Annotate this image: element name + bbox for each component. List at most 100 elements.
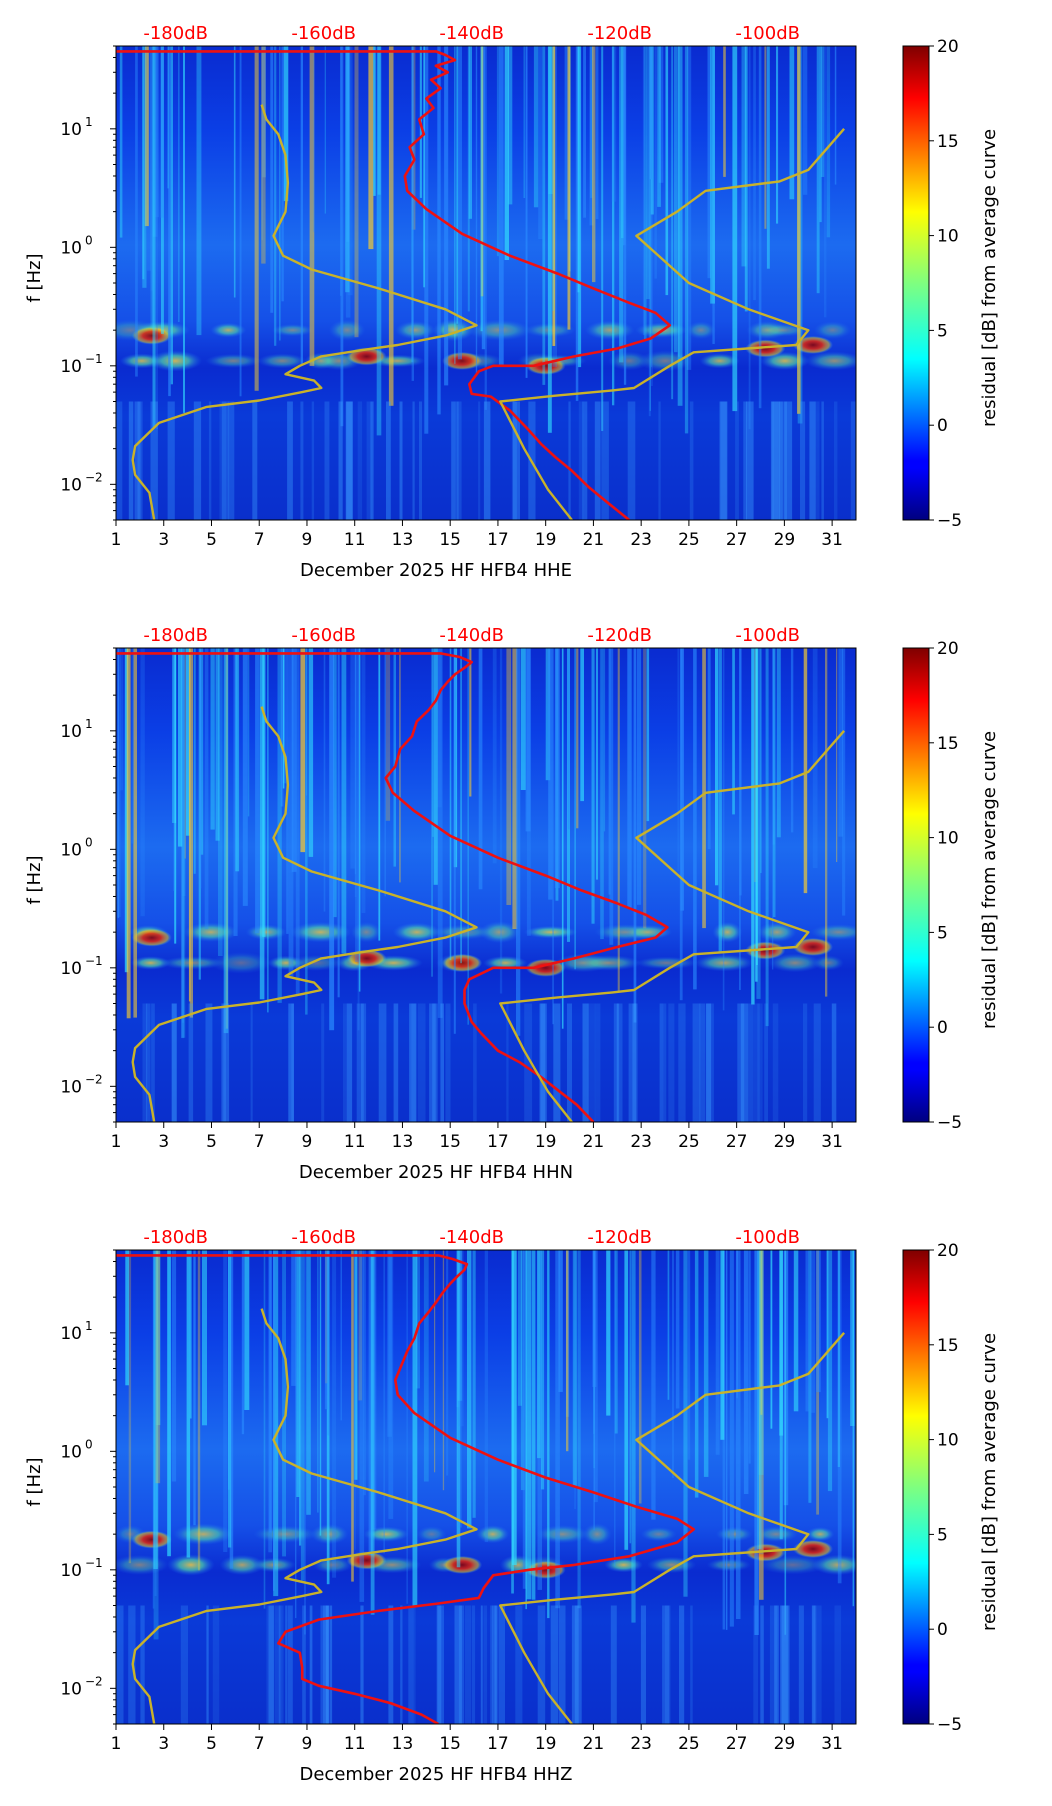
- heat-streak: [456, 1250, 461, 1568]
- heat-fringe: [511, 401, 517, 520]
- heat-streak: [820, 46, 825, 177]
- colorbar-label: residual [dB] from average curve: [979, 1333, 1000, 1631]
- heat-streak: [423, 1250, 429, 1482]
- heat-fringe: [719, 401, 728, 520]
- heat-fringe: [134, 401, 143, 520]
- heat-streak: [313, 46, 315, 233]
- heat-streak: [702, 648, 706, 929]
- heat-streak: [718, 648, 722, 954]
- heat-streak: [517, 1250, 522, 1406]
- heat-streak: [675, 1250, 680, 1409]
- heat-fringe: [803, 1003, 808, 1122]
- x-tick-label: 7: [254, 530, 265, 550]
- heat-streak: [267, 648, 269, 1013]
- heat-streak: [715, 1250, 720, 1455]
- heat-streak: [633, 648, 637, 1023]
- heat-streak: [564, 46, 570, 220]
- heat-fringe: [324, 401, 330, 520]
- heat-streak: [126, 648, 131, 1019]
- heat-streak: [247, 648, 250, 817]
- heat-fringe: [417, 1003, 426, 1122]
- heat-hotspot: [131, 928, 172, 947]
- heat-fringe: [632, 1003, 638, 1122]
- heat-streak: [842, 648, 846, 916]
- y-tick-label: 10: [60, 238, 82, 258]
- x-tick-label: 13: [392, 530, 414, 550]
- heat-fringe: [834, 401, 838, 520]
- heat-blob: [806, 1527, 835, 1542]
- heat-hotspot: [442, 953, 483, 972]
- heat-streak: [779, 1250, 783, 1540]
- x-tick-label: 19: [535, 1734, 557, 1754]
- x-tick-label: 15: [439, 1132, 461, 1152]
- y-tick-exponent: −2: [85, 470, 103, 484]
- heat-fringe: [613, 1003, 619, 1122]
- heat-streak: [299, 1250, 302, 1546]
- heat-streak: [196, 46, 202, 336]
- x-tick-label: 27: [726, 1734, 748, 1754]
- heat-streak: [739, 648, 741, 990]
- heat-streak: [537, 1250, 542, 1590]
- heat-streak: [826, 46, 831, 238]
- heat-streak: [523, 46, 526, 198]
- colorbar-tick-label: 20: [937, 639, 959, 659]
- heat-fringe: [366, 401, 372, 520]
- heat-streak: [153, 1250, 159, 1640]
- top-db-label: -140dB: [439, 625, 504, 646]
- heat-streak: [460, 648, 462, 964]
- heat-streak: [119, 648, 124, 791]
- x-tick-label: 21: [583, 530, 605, 550]
- heat-fringe: [737, 1003, 745, 1122]
- top-db-label: -180dB: [143, 625, 208, 646]
- heat-hotspot: [131, 1530, 172, 1549]
- colorbar-tick-label: 15: [937, 132, 959, 152]
- x-tick-label: 11: [344, 1132, 366, 1152]
- heat-streak: [128, 1250, 132, 1564]
- heat-streak: [614, 1250, 618, 1434]
- heat-streak: [484, 46, 487, 410]
- heat-fringe: [142, 1003, 148, 1122]
- heat-streak: [210, 648, 215, 830]
- colorbar-tick-label: −5: [937, 1715, 962, 1735]
- heat-fringe: [167, 401, 175, 520]
- heat-streak: [337, 648, 340, 998]
- heat-streak: [623, 46, 627, 385]
- heat-streak: [754, 1250, 759, 1635]
- heat-streak: [538, 46, 543, 240]
- heat-fringe: [252, 401, 258, 520]
- heat-streak: [687, 1250, 691, 1460]
- heat-fringe: [360, 1605, 364, 1724]
- heat-streak: [199, 648, 202, 889]
- colorbar-tick-label: 0: [937, 1018, 948, 1038]
- heat-streak: [512, 1250, 517, 1565]
- heat-streak: [552, 46, 556, 346]
- heat-fringe: [627, 401, 636, 520]
- heat-streak: [306, 1250, 311, 1515]
- heat-streak: [504, 46, 509, 260]
- heat-streak: [484, 1250, 488, 1543]
- heat-streak: [657, 46, 661, 207]
- x-tick-label: 17: [487, 1734, 509, 1754]
- x-tick-label: 13: [392, 1734, 414, 1754]
- heat-fringe: [287, 1605, 293, 1724]
- heat-fringe: [610, 1605, 617, 1724]
- colorbar: [902, 45, 930, 521]
- heat-streak: [295, 1250, 297, 1619]
- heat-streak: [323, 648, 326, 912]
- heat-streak: [577, 1250, 581, 1609]
- heat-streak: [548, 648, 553, 900]
- heat-streak: [144, 46, 149, 227]
- x-tick-label: 11: [344, 1734, 366, 1754]
- x-tick-label: 9: [302, 1734, 313, 1754]
- heat-fringe: [219, 401, 227, 520]
- heat-streak: [333, 648, 337, 918]
- heat-fringe: [116, 401, 123, 520]
- colorbar-tick-label: 0: [937, 416, 948, 436]
- heat-streak: [244, 1250, 250, 1410]
- heat-streak: [674, 46, 678, 353]
- heat-fringe: [813, 1003, 821, 1122]
- heat-streak: [259, 648, 265, 1000]
- heat-fringe: [323, 1605, 329, 1724]
- top-db-label: -100dB: [735, 1227, 800, 1248]
- heat-fringe: [128, 401, 134, 520]
